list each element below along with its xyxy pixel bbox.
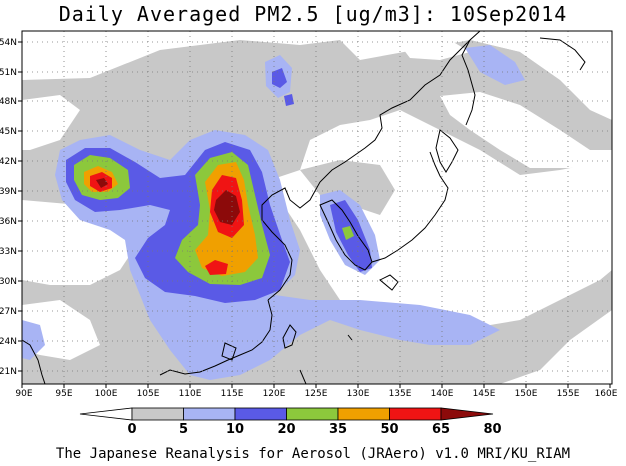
lat-label: 54N <box>0 38 17 48</box>
pm-band-20-35 <box>272 68 287 88</box>
lat-label: 39N <box>0 187 17 197</box>
lon-label: 140E <box>431 389 454 399</box>
lon-label: 110E <box>179 389 202 399</box>
lat-label: 36N <box>0 217 17 227</box>
colorbar-label: 50 <box>380 422 398 437</box>
lon-label: 125E <box>305 389 328 399</box>
map-title: Daily Averaged PM2.5 [ug/m3]: 10Sep2014 <box>58 2 568 26</box>
colorbar-label: 80 <box>483 422 501 437</box>
lon-label: 120E <box>263 389 286 399</box>
colorbar-label: 35 <box>329 422 347 437</box>
colorbar-swatch <box>337 407 390 421</box>
lat-label: 45N <box>0 127 17 137</box>
lat-label: 48N <box>0 97 17 107</box>
lon-label: 130E <box>347 389 370 399</box>
lon-label: 145E <box>473 389 496 399</box>
lon-label: 115E <box>221 389 244 399</box>
lon-label: 105E <box>137 389 160 399</box>
colorbar-arrow-low <box>79 407 133 421</box>
colorbar-swatch <box>389 407 442 421</box>
pm-band-35-50 <box>342 226 354 240</box>
lon-label: 95E <box>55 389 72 399</box>
colorbar-swatch <box>131 407 184 421</box>
pm-band-20-35 <box>284 94 294 106</box>
lat-label: 30N <box>0 277 17 287</box>
lon-label: 135E <box>389 389 412 399</box>
lat-label: 27N <box>0 307 17 317</box>
axis-ticks <box>18 41 611 388</box>
colorbar-swatch <box>234 407 287 421</box>
pm-band-65-80 <box>205 260 228 275</box>
lon-label: 155E <box>557 389 580 399</box>
lon-label: 100E <box>95 389 118 399</box>
colorbar-swatch <box>286 407 339 421</box>
lon-label: 150E <box>515 389 538 399</box>
concentration-field <box>22 31 612 384</box>
lat-label: 42N <box>0 157 17 167</box>
colorbar-arrow-high <box>440 407 494 421</box>
lat-label: 33N <box>0 247 17 257</box>
pm-band-10-20 <box>465 45 525 85</box>
plot-frame <box>21 30 613 385</box>
colorbar-label: 10 <box>226 422 244 437</box>
lon-label: 90E <box>15 389 32 399</box>
lon-label: 160E <box>595 389 618 399</box>
colorbar-label: 65 <box>432 422 450 437</box>
colorbar-label: 0 <box>127 422 136 437</box>
lat-label: 24N <box>0 337 17 347</box>
pm-band-80-plus <box>96 178 108 188</box>
pm-band-5-10 <box>300 160 395 215</box>
pm-band-80-plus <box>214 190 240 225</box>
pm-band-10-20 <box>22 320 45 360</box>
colorbar-label: 20 <box>277 422 295 437</box>
colorbar: 0 5 10 20 35 50 65 80 <box>79 407 502 437</box>
colorbar-label: 5 <box>179 422 188 437</box>
colorbar-swatch <box>183 407 236 421</box>
lat-label: 51N <box>0 68 17 78</box>
lat-label: 21N <box>0 367 17 377</box>
graticule <box>22 31 612 384</box>
credit-line: The Japanese Reanalysis for Aerosol (JRA… <box>55 446 571 462</box>
